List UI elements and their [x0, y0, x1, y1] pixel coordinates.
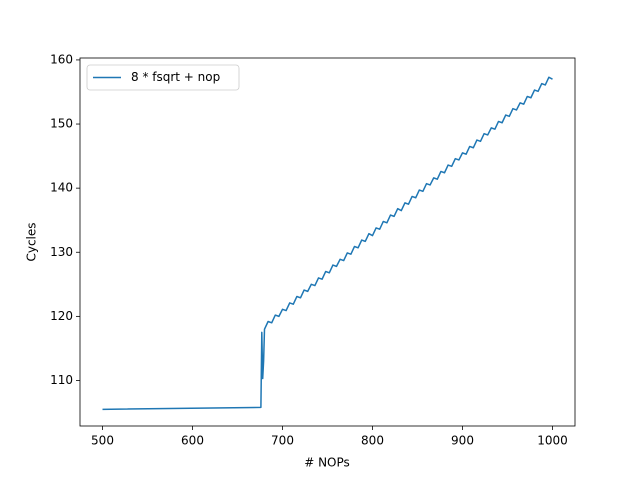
line-series: [102, 76, 553, 411]
y-tick-label: 120: [50, 309, 73, 323]
x-axis-label: # NOPs: [304, 456, 350, 470]
legend-label: 8 * fsqrt + nop: [131, 70, 220, 84]
y-tick-label: 160: [50, 52, 73, 66]
y-tick-label: 150: [50, 117, 73, 131]
axes-frame: [79, 57, 576, 427]
y-axis-label: Cycles: [25, 222, 39, 261]
x-tick-label: 500: [91, 434, 114, 448]
y-tick-label: 130: [50, 245, 73, 259]
x-tick-label: 800: [361, 434, 384, 448]
legend-box: [86, 64, 240, 91]
x-tick-label: 900: [451, 434, 474, 448]
x-tick-label: 1000: [537, 434, 568, 448]
y-tick-label: 140: [50, 181, 73, 195]
x-tick-label: 600: [181, 434, 204, 448]
y-tick-label: 110: [50, 373, 73, 387]
x-tick-label: 700: [271, 434, 294, 448]
